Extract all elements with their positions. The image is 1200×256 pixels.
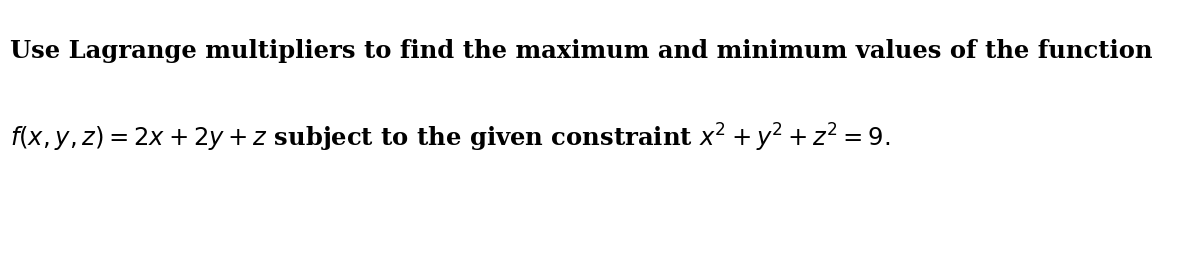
Text: $f(x, y, z) = 2x + 2y + z$ subject to the given constraint $x^2 + y^2 + z^2 = 9.: $f(x, y, z) = 2x + 2y + z$ subject to th… — [10, 122, 890, 154]
Text: Use Lagrange multipliers to find the maximum and minimum values of the function: Use Lagrange multipliers to find the max… — [10, 39, 1152, 63]
